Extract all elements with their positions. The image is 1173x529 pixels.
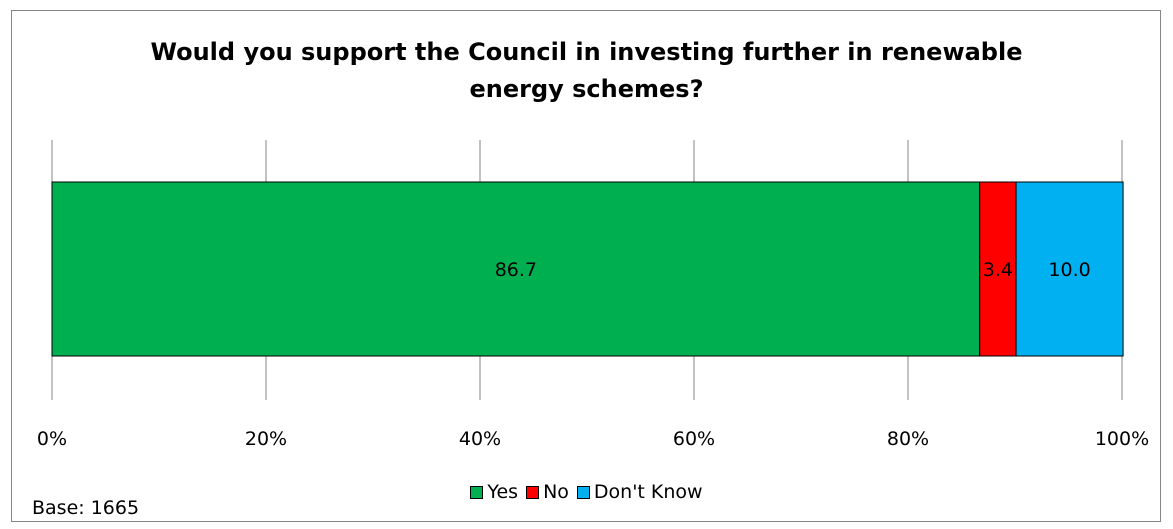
x-tick-label: 20% bbox=[245, 428, 287, 450]
chart-title-line-1: Would you support the Council in investi… bbox=[150, 38, 1023, 66]
x-tick-label: 100% bbox=[1095, 428, 1149, 450]
x-tick-label: 60% bbox=[673, 428, 715, 450]
x-tick-label: 0% bbox=[37, 428, 67, 450]
data-label: 3.4 bbox=[983, 259, 1013, 281]
legend-item: Yes bbox=[470, 481, 518, 503]
data-label: 10.0 bbox=[1048, 259, 1090, 281]
legend-item: Don't Know bbox=[576, 481, 703, 503]
bar-segment bbox=[979, 181, 1017, 357]
x-tick-label: 40% bbox=[459, 428, 501, 450]
legend-swatch bbox=[526, 485, 540, 499]
chart-legend: Yes No Don't Know bbox=[0, 481, 1173, 503]
legend-swatch bbox=[576, 485, 590, 499]
legend-item: No bbox=[526, 481, 569, 503]
chart-title: Would you support the Council in investi… bbox=[0, 34, 1173, 108]
x-tick-label: 80% bbox=[887, 428, 929, 450]
legend-label: No bbox=[543, 481, 569, 503]
data-label: 86.7 bbox=[495, 259, 537, 281]
bar-segment bbox=[51, 181, 981, 357]
legend-swatch bbox=[470, 485, 484, 499]
chart-title-line-2: energy schemes? bbox=[469, 75, 704, 103]
legend-label: Don't Know bbox=[593, 481, 703, 503]
base-note: Base: 1665 bbox=[32, 497, 140, 519]
legend-label: Yes bbox=[487, 481, 519, 503]
bar-segment bbox=[1015, 181, 1124, 357]
